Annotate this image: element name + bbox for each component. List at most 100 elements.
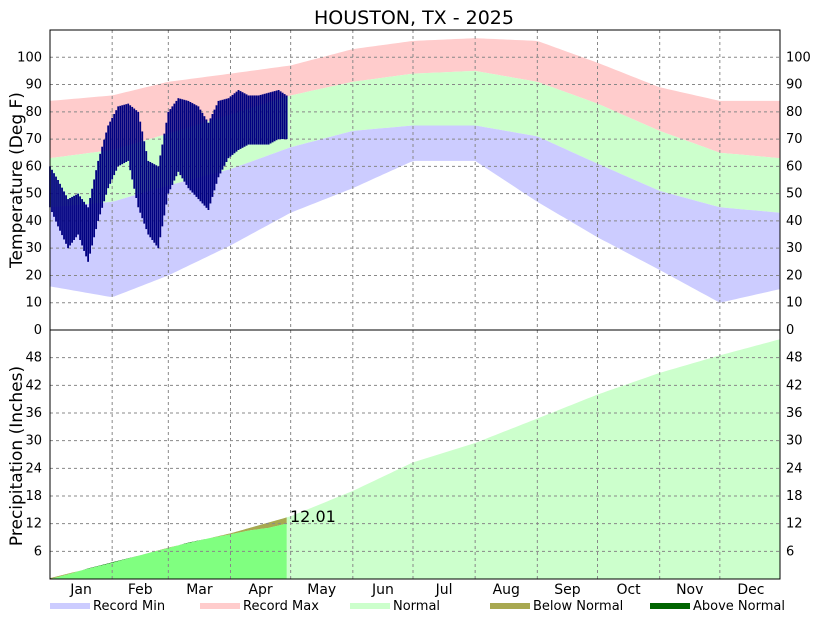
observed-temperature-bar [53, 173, 55, 217]
observed-temperature-bar [253, 95, 256, 145]
observed-temperature-bar [85, 204, 87, 257]
observed-temperature-bar [139, 121, 142, 213]
observed-temperature-bar [99, 153, 102, 215]
observed-temperature-bar [237, 90, 240, 150]
temperature-tick-label-right: 100 [786, 50, 811, 65]
temperature-tick-label-right: 70 [786, 132, 803, 147]
legend: Record Min Record Max Normal Below Normal Ab… [50, 599, 785, 614]
temperature-tick-label-left: 40 [25, 214, 42, 229]
month-label-apr: Apr [248, 582, 272, 598]
precipitation-tick-label-right: 42 [786, 378, 803, 393]
month-label-dec: Dec [737, 582, 764, 598]
observed-temperature-bar [137, 111, 140, 208]
observed-temperature-bar [195, 105, 198, 197]
observed-temperature-bar [175, 100, 178, 177]
observed-temperature-bar [245, 94, 248, 146]
observed-temperature-bar [51, 169, 53, 213]
precipitation-tick-label-right: 18 [786, 489, 803, 504]
observed-temperature-bar [129, 105, 132, 171]
observed-temperature-bar [167, 111, 170, 194]
observed-temperature-bar [119, 105, 122, 166]
observed-temperature-bar [147, 160, 150, 235]
observed-temperature-bar [149, 162, 152, 238]
precipitation-tick-label-right: 36 [786, 406, 803, 421]
observed-temperature-bar [81, 199, 83, 246]
observed-temperature-bar [151, 163, 154, 240]
observed-temperature-bar [197, 106, 200, 200]
observed-temperature-bar [257, 95, 260, 145]
chart-title: HOUSTON, TX - 2025 [314, 7, 514, 29]
observed-temperature-bar [73, 195, 75, 240]
observed-temperature-bar [113, 114, 116, 176]
temperature-tick-label-left: 10 [25, 296, 42, 311]
temperature-tick-label-left: 60 [25, 159, 42, 174]
observed-temperature-bar [225, 98, 228, 162]
precipitation-axis-title: Precipitation (Inches) [7, 366, 27, 546]
month-label-sep: Sep [554, 582, 581, 598]
observed-temperature-bar [105, 132, 108, 195]
observed-temperature-bar [69, 198, 71, 246]
observed-temperature-bar [125, 104, 128, 162]
observed-temperature-bar [203, 116, 206, 206]
precipitation-plot [50, 339, 780, 579]
temperature-tick-label-right: 20 [786, 268, 803, 283]
month-label-jul: Jul [435, 582, 453, 598]
observed-temperature-bar [135, 110, 138, 198]
month-label-aug: Aug [493, 582, 520, 598]
precipitation-tick-label-right: 6 [786, 544, 794, 559]
month-label-nov: Nov [676, 582, 703, 598]
observed-temperature-bar [231, 94, 234, 155]
observed-temperature-bar [61, 187, 63, 236]
observed-temperature-bar [131, 106, 134, 180]
temperature-tick-label-left: 90 [25, 78, 42, 93]
legend-label-below-normal: Below Normal [533, 599, 623, 614]
observed-temperature-bar [59, 183, 61, 231]
observed-temperature-bar [223, 99, 226, 166]
observed-temperature-bar [189, 102, 192, 191]
precipitation-tick-label-left: 48 [25, 351, 42, 366]
observed-temperature-bar [275, 90, 278, 141]
temperature-tick-label-right: 80 [786, 105, 803, 120]
observed-temperature-bar [227, 98, 230, 159]
observed-temperature-bar [271, 91, 274, 143]
observed-temperature-bar [199, 109, 202, 202]
temperature-tick-label-left: 0 [34, 323, 42, 338]
observed-temperature-bar [89, 198, 92, 254]
observed-temperature-bar [133, 108, 136, 189]
legend-label-record-max: Record Max [243, 599, 319, 614]
observed-temperature-bar [191, 103, 194, 193]
observed-temperature-bar [117, 106, 120, 167]
y-tick-labels: 0 0 10 10 20 20 30 30 40 40 50 50 60 60 70 70 80 80 90 90 10… [17, 50, 811, 559]
observed-temperature-bar [277, 90, 280, 140]
precipitation-tick-label-left: 12 [25, 517, 42, 532]
precipitation-tick-label-right: 24 [786, 461, 803, 476]
x-month-labels: Jan Feb Mar Apr May Jun Jul Aug Sep Oct Nov Dec [69, 582, 764, 598]
observed-temperature-bar [239, 91, 242, 149]
observed-temperature-bar [67, 199, 69, 249]
observed-temperature-bar [255, 95, 258, 145]
observed-temperature-bar [187, 100, 190, 189]
month-label-feb: Feb [128, 582, 153, 598]
observed-temperature-bar [83, 201, 85, 251]
observed-temperature-bar [179, 98, 182, 176]
month-label-mar: Mar [186, 582, 213, 598]
observed-temperature-bar [71, 196, 73, 243]
observed-temperature-bar [259, 94, 262, 145]
observed-temperature-bar [107, 125, 110, 189]
observed-temperature-bar [155, 165, 158, 246]
observed-temperature-bar [283, 94, 286, 140]
observed-temperature-bar [193, 104, 196, 195]
observed-temperature-bar [171, 106, 174, 185]
legend-swatch-above-normal [650, 603, 690, 609]
observed-temperature-bar [65, 195, 67, 244]
observed-temperature-bar [251, 95, 254, 145]
precipitation-tick-label-left: 6 [34, 544, 42, 559]
normal-temperature-band [50, 70, 780, 213]
legend-swatch-record-min [50, 603, 90, 609]
observed-temperature-bar [97, 160, 100, 221]
precip-total-annotation: 12.01 [290, 507, 336, 526]
observed-temperature-bar [265, 93, 268, 145]
temperature-axis-title: Temperature (Deg F) [7, 92, 27, 269]
observed-temperature-bar [63, 191, 65, 240]
temperature-tick-label-right: 90 [786, 78, 803, 93]
